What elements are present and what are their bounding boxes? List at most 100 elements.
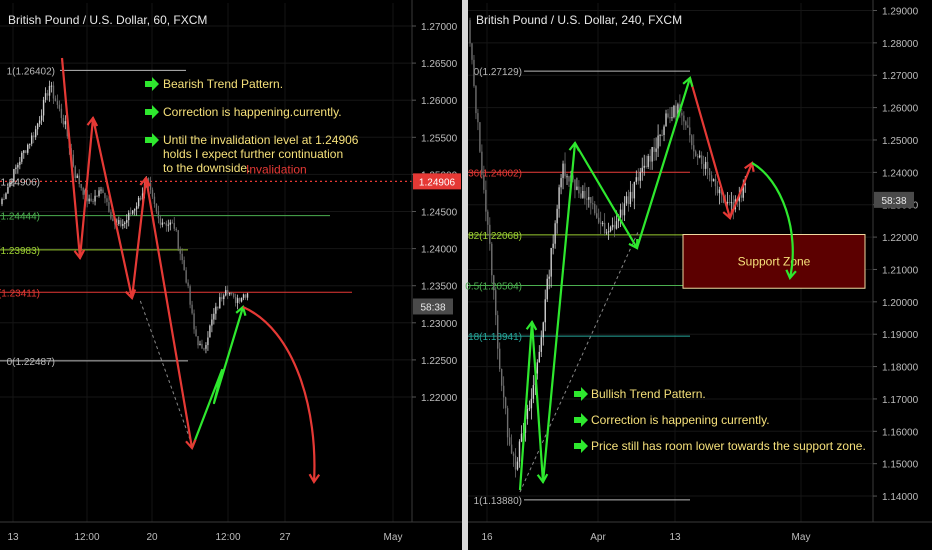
- right-y-tick-label: 1.29000: [882, 7, 919, 18]
- candle-body: [544, 299, 546, 323]
- candle-body: [197, 336, 199, 346]
- fib-label: 0.5(1.24444): [0, 212, 40, 223]
- left-y-tick-label: 1.24000: [421, 245, 458, 256]
- candle-body: [500, 369, 503, 386]
- candle-body: [221, 297, 223, 300]
- right-y-tick-label: 1.17000: [882, 395, 919, 406]
- projection-arrowhead: [308, 473, 321, 485]
- candle-body: [195, 329, 197, 337]
- countdown-badge: [413, 298, 453, 315]
- candle-body: [191, 304, 193, 314]
- left-time-axis[interactable]: 13 12:00 20 12:00 27 May: [0, 521, 462, 550]
- candle-body: [649, 155, 651, 162]
- candle-body: [556, 208, 558, 224]
- candle-body: [635, 177, 638, 182]
- note-arrow-icon: [574, 439, 588, 453]
- candle-body: [738, 195, 740, 202]
- candle-body: [203, 348, 205, 350]
- candle-body: [483, 174, 485, 190]
- right-y-tick-label: 1.20000: [882, 298, 919, 309]
- arrowhead: [73, 249, 86, 261]
- candle-body: [137, 197, 140, 207]
- candle-body: [601, 222, 604, 224]
- fib-label: 1(1.26402): [7, 66, 55, 77]
- right-x-tick-label: 16: [481, 532, 493, 543]
- note-text: Correction is happening currently.: [591, 413, 770, 427]
- candle-body: [34, 129, 37, 138]
- candle-body: [128, 212, 130, 221]
- candle-body: [179, 248, 181, 254]
- right-candles: [469, 17, 746, 478]
- chart-panel-h1[interactable]: 1(1.26402) 18(1.24906) 0.5(1.24444) 82(1.23…: [0, 0, 412, 522]
- right-y-tick-label: 1.16000: [882, 427, 919, 438]
- countdown-label: 58:38: [881, 196, 906, 207]
- candle-body: [665, 113, 667, 127]
- note-text: Bearish Trend Pattern.: [163, 77, 283, 91]
- candle-body: [193, 313, 195, 330]
- candle-body: [744, 183, 746, 186]
- right-y-tick-label: 1.26000: [882, 104, 919, 115]
- left-price-axis[interactable]: 1.22000 1.22500 1.23000 1.23500 1.24000 1.245…: [411, 0, 462, 522]
- candle-body: [229, 292, 231, 295]
- candle-body: [479, 122, 481, 152]
- candle-body: [647, 155, 649, 168]
- candle-body: [240, 297, 243, 302]
- candle-body: [17, 164, 19, 168]
- candle-body: [655, 148, 657, 152]
- candle-body: [157, 211, 160, 219]
- candle-body: [485, 189, 487, 212]
- left-y-tick-label: 1.22000: [421, 393, 458, 404]
- left-chart-title: British Pound / U.S. Dollar, 60, FXCM: [8, 13, 207, 27]
- left-y-tick-label: 1.26000: [421, 96, 458, 107]
- candle-body: [683, 115, 685, 122]
- arrowhead: [86, 115, 99, 127]
- candle-body: [641, 167, 643, 172]
- left-x-tick-label: 12:00: [74, 532, 99, 543]
- candle-body: [669, 117, 671, 119]
- right-time-axis[interactable]: 16 Apr 13 May: [468, 521, 932, 550]
- right-y-tick-label: 1.22000: [882, 233, 919, 244]
- left-y-tick-label: 1.24500: [421, 208, 458, 219]
- candle-body: [167, 224, 170, 226]
- candle-body: [173, 222, 175, 229]
- candle-body: [653, 146, 655, 152]
- projection-curve: [242, 305, 316, 483]
- candle-body: [175, 228, 177, 231]
- candle-body: [80, 183, 82, 189]
- right-price-axis[interactable]: 1.14000 1.15000 1.16000 1.17000 1.18000 1.190…: [872, 0, 932, 522]
- candle-body: [566, 176, 568, 178]
- candle-body: [21, 152, 23, 162]
- candle-body: [562, 163, 564, 179]
- candle-body: [106, 198, 108, 203]
- candle-body: [201, 343, 203, 349]
- left-y-tick-label: 1.26500: [421, 59, 458, 70]
- projection-arrowhead: [785, 269, 797, 281]
- candle-body: [130, 212, 132, 214]
- candle-body: [76, 175, 78, 178]
- left-candles: [1, 80, 249, 354]
- candle-body: [56, 101, 59, 105]
- left-y-tick-label: 1.23500: [421, 282, 458, 293]
- chart-panel-h4[interactable]: 0(1.27129)36(1.24002)82(1.22068)0.5(1.20…: [465, 0, 873, 522]
- candle-body: [558, 187, 560, 209]
- left-drawings: Bearish Trend Pattern. Correction is happ…: [60, 57, 359, 485]
- note-arrow-icon: [145, 133, 159, 147]
- candle-body: [25, 150, 27, 153]
- fib-label: 82(1.23983): [0, 246, 40, 257]
- right-drawings: Bullish Trend Pattern. Correction is happ…: [518, 76, 866, 493]
- candle-body: [621, 209, 624, 216]
- candle-body: [700, 155, 703, 165]
- candle-body: [639, 171, 641, 181]
- candle-body: [161, 222, 164, 225]
- candle-body: [603, 222, 606, 234]
- note-arrow-icon: [145, 105, 159, 119]
- candle-body: [552, 243, 554, 248]
- candle-body: [177, 230, 179, 249]
- candle-body: [704, 161, 707, 169]
- note-text: holds I expect further continuation: [163, 147, 343, 161]
- candle-body: [588, 197, 590, 200]
- candle-body: [135, 206, 138, 210]
- candle-body: [227, 290, 229, 295]
- candle-body: [122, 224, 124, 226]
- candle-body: [599, 222, 602, 224]
